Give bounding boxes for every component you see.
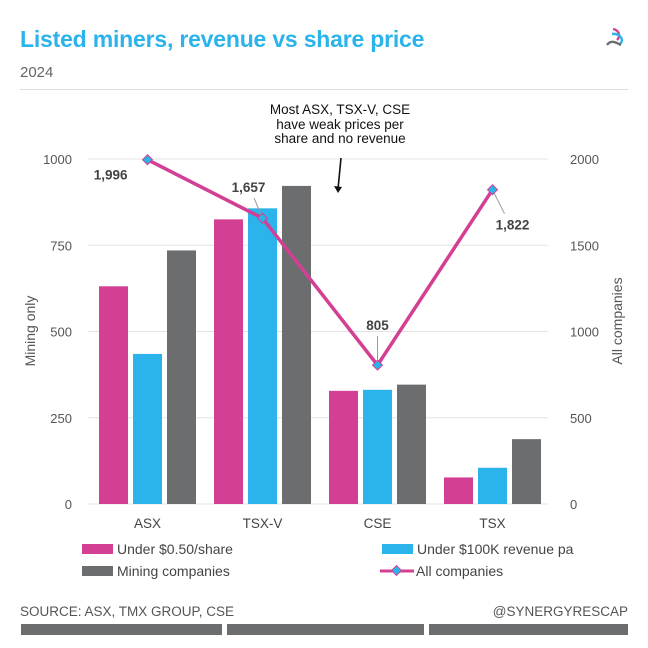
data-label: 1,657 (232, 180, 266, 195)
bar-asx-series-1 (133, 353, 162, 504)
legend-item-under-100k: Under $100K revenue pa (382, 541, 573, 557)
twitter-handle: @SYNERGYRESCAP (492, 604, 628, 619)
legend-item-under-050: Under $0.50/share (82, 541, 233, 557)
legend-label: Mining companies (117, 563, 230, 579)
annotation-text: Most ASX, TSX-V, CSE have weak prices pe… (250, 102, 430, 147)
all-companies-marker (371, 359, 384, 371)
x-tick-label: CSE (364, 516, 392, 531)
x-tick-label: ASX (134, 516, 161, 531)
chart-subtitle: 2024 (20, 64, 54, 81)
y-tick-label: 0 (65, 497, 72, 512)
bar-cse-series-0 (329, 390, 358, 504)
y-tick-label: 250 (50, 411, 72, 426)
y-tick-label: 1000 (43, 152, 72, 167)
legend-swatch-gray (82, 566, 113, 576)
annotation-line: share and no revenue (274, 131, 406, 146)
legend-label: All companies (416, 563, 504, 579)
footer-strip (21, 624, 222, 635)
source-text: SOURCE: ASX, TMX GROUP, CSE (20, 604, 235, 619)
legend-item-mining: Mining companies (82, 563, 230, 579)
annotation-arrow (337, 157, 342, 190)
y2-tick-label: 1000 (570, 325, 599, 340)
data-label: 805 (366, 318, 389, 333)
y2-tick-label: 1500 (570, 238, 599, 253)
legend-label: Under $0.50/share (117, 541, 233, 557)
header-divider (20, 89, 628, 90)
annotation-arrowhead (334, 186, 342, 193)
bar-asx-series-2 (167, 250, 196, 504)
bar-tsx-series-1 (478, 467, 507, 504)
all-companies-line (146, 158, 494, 367)
bar-asx-series-0 (99, 286, 128, 504)
bar-cse-series-2 (397, 384, 426, 504)
y2-axis-label: All companies (609, 277, 625, 364)
synergy-logo-icon (606, 27, 624, 47)
data-label: 1,996 (94, 168, 128, 183)
y-tick-label: 750 (50, 238, 72, 253)
legend-label: Under $100K revenue pa (417, 541, 574, 557)
x-tick-label: TSX (479, 516, 505, 531)
annotation-line: Most ASX, TSX-V, CSE (269, 102, 411, 117)
bar-tsx-series-0 (444, 477, 473, 504)
all-companies-marker (486, 184, 499, 196)
y-axis-label: Mining only (22, 296, 38, 367)
bar-tsx-series-2 (512, 439, 541, 504)
x-tick-label: TSX-V (243, 516, 283, 531)
data-label-leader (492, 189, 505, 214)
footer-strip (429, 624, 628, 635)
annotation-line: have weak prices per (276, 116, 404, 132)
all-companies-marker (256, 212, 269, 224)
data-label: 1,822 (496, 218, 530, 233)
bar-tsx-v-series-2 (282, 185, 311, 504)
legend-swatch-blue (382, 544, 413, 554)
y2-tick-label: 500 (570, 411, 592, 426)
legend-item-all-companies: All companies (380, 563, 503, 579)
legend-swatch-pink (82, 544, 113, 554)
legend-line-marker-icon (380, 565, 414, 577)
y2-tick-label: 0 (570, 497, 577, 512)
chart-title: Listed miners, revenue vs share price (20, 26, 425, 52)
footer-strip (227, 624, 424, 635)
bar-cse-series-1 (363, 389, 392, 504)
all-companies-marker (141, 154, 154, 166)
bar-tsx-v-series-0 (214, 219, 243, 504)
y-tick-label: 500 (50, 325, 72, 340)
bar-tsx-v-series-1 (248, 208, 277, 504)
y2-tick-label: 2000 (570, 152, 599, 167)
